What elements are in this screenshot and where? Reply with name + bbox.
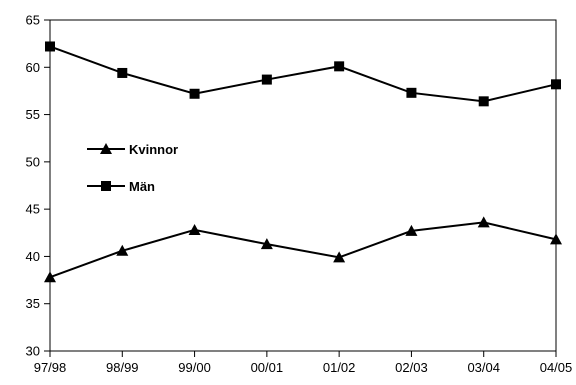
series-man: [45, 41, 561, 107]
data-point-kvinnor: [44, 271, 56, 283]
legend-marker-man: [101, 181, 111, 191]
series-layer: [44, 41, 562, 283]
series-line-kvinnor: [49, 221, 557, 279]
data-point-kvinnor: [188, 223, 201, 235]
legend-marker-kvinnor: [100, 143, 112, 154]
legend-label-man: Män: [129, 179, 155, 194]
data-point-man: [189, 88, 200, 99]
data-point-kvinnor: [260, 238, 273, 250]
y-tick-label: 65: [26, 13, 40, 28]
x-tick-label: 01/02: [323, 360, 356, 375]
x-tick-label: 03/04: [467, 360, 500, 375]
data-point-man: [117, 67, 128, 78]
y-tick-label: 35: [26, 296, 40, 311]
legend: Kvinnor Män: [87, 142, 178, 194]
plot-frame: [49, 19, 557, 352]
y-tick-label: 30: [26, 344, 40, 359]
y-tick-label: 45: [26, 202, 40, 217]
legend-item-man: Män: [87, 179, 155, 194]
y-tick-label: 50: [26, 154, 40, 169]
x-tick-label: 00/01: [251, 360, 284, 375]
x-tick-label: 98/99: [106, 360, 139, 375]
data-point-kvinnor: [333, 251, 346, 263]
data-point-kvinnor: [405, 224, 418, 236]
axes: 30 35 40 45 50 55 60 65 97/98 98/99 99/00 00/01 01/0…: [26, 13, 573, 376]
data-point-man: [334, 61, 345, 72]
series-kvinnor: [44, 216, 562, 283]
x-tick-label: 97/98: [34, 360, 67, 375]
y-tick-label: 40: [26, 249, 40, 264]
data-point-man: [406, 87, 417, 98]
series-line-man: [49, 45, 557, 103]
data-point-kvinnor: [477, 216, 490, 228]
data-point-man: [478, 96, 489, 107]
x-tick-label: 04/05: [540, 360, 573, 375]
x-tick-label: 99/00: [178, 360, 211, 375]
data-point-kvinnor: [550, 233, 562, 245]
data-point-kvinnor: [116, 244, 129, 256]
y-tick-label: 60: [26, 60, 40, 75]
data-point-man: [551, 79, 561, 90]
x-tick-label: 02/03: [395, 360, 428, 375]
y-tick-label: 55: [26, 107, 40, 122]
legend-label-kvinnor: Kvinnor: [129, 142, 178, 157]
data-point-man: [261, 74, 272, 85]
data-point-man: [45, 41, 55, 52]
legend-item-kvinnor: Kvinnor: [87, 142, 178, 157]
